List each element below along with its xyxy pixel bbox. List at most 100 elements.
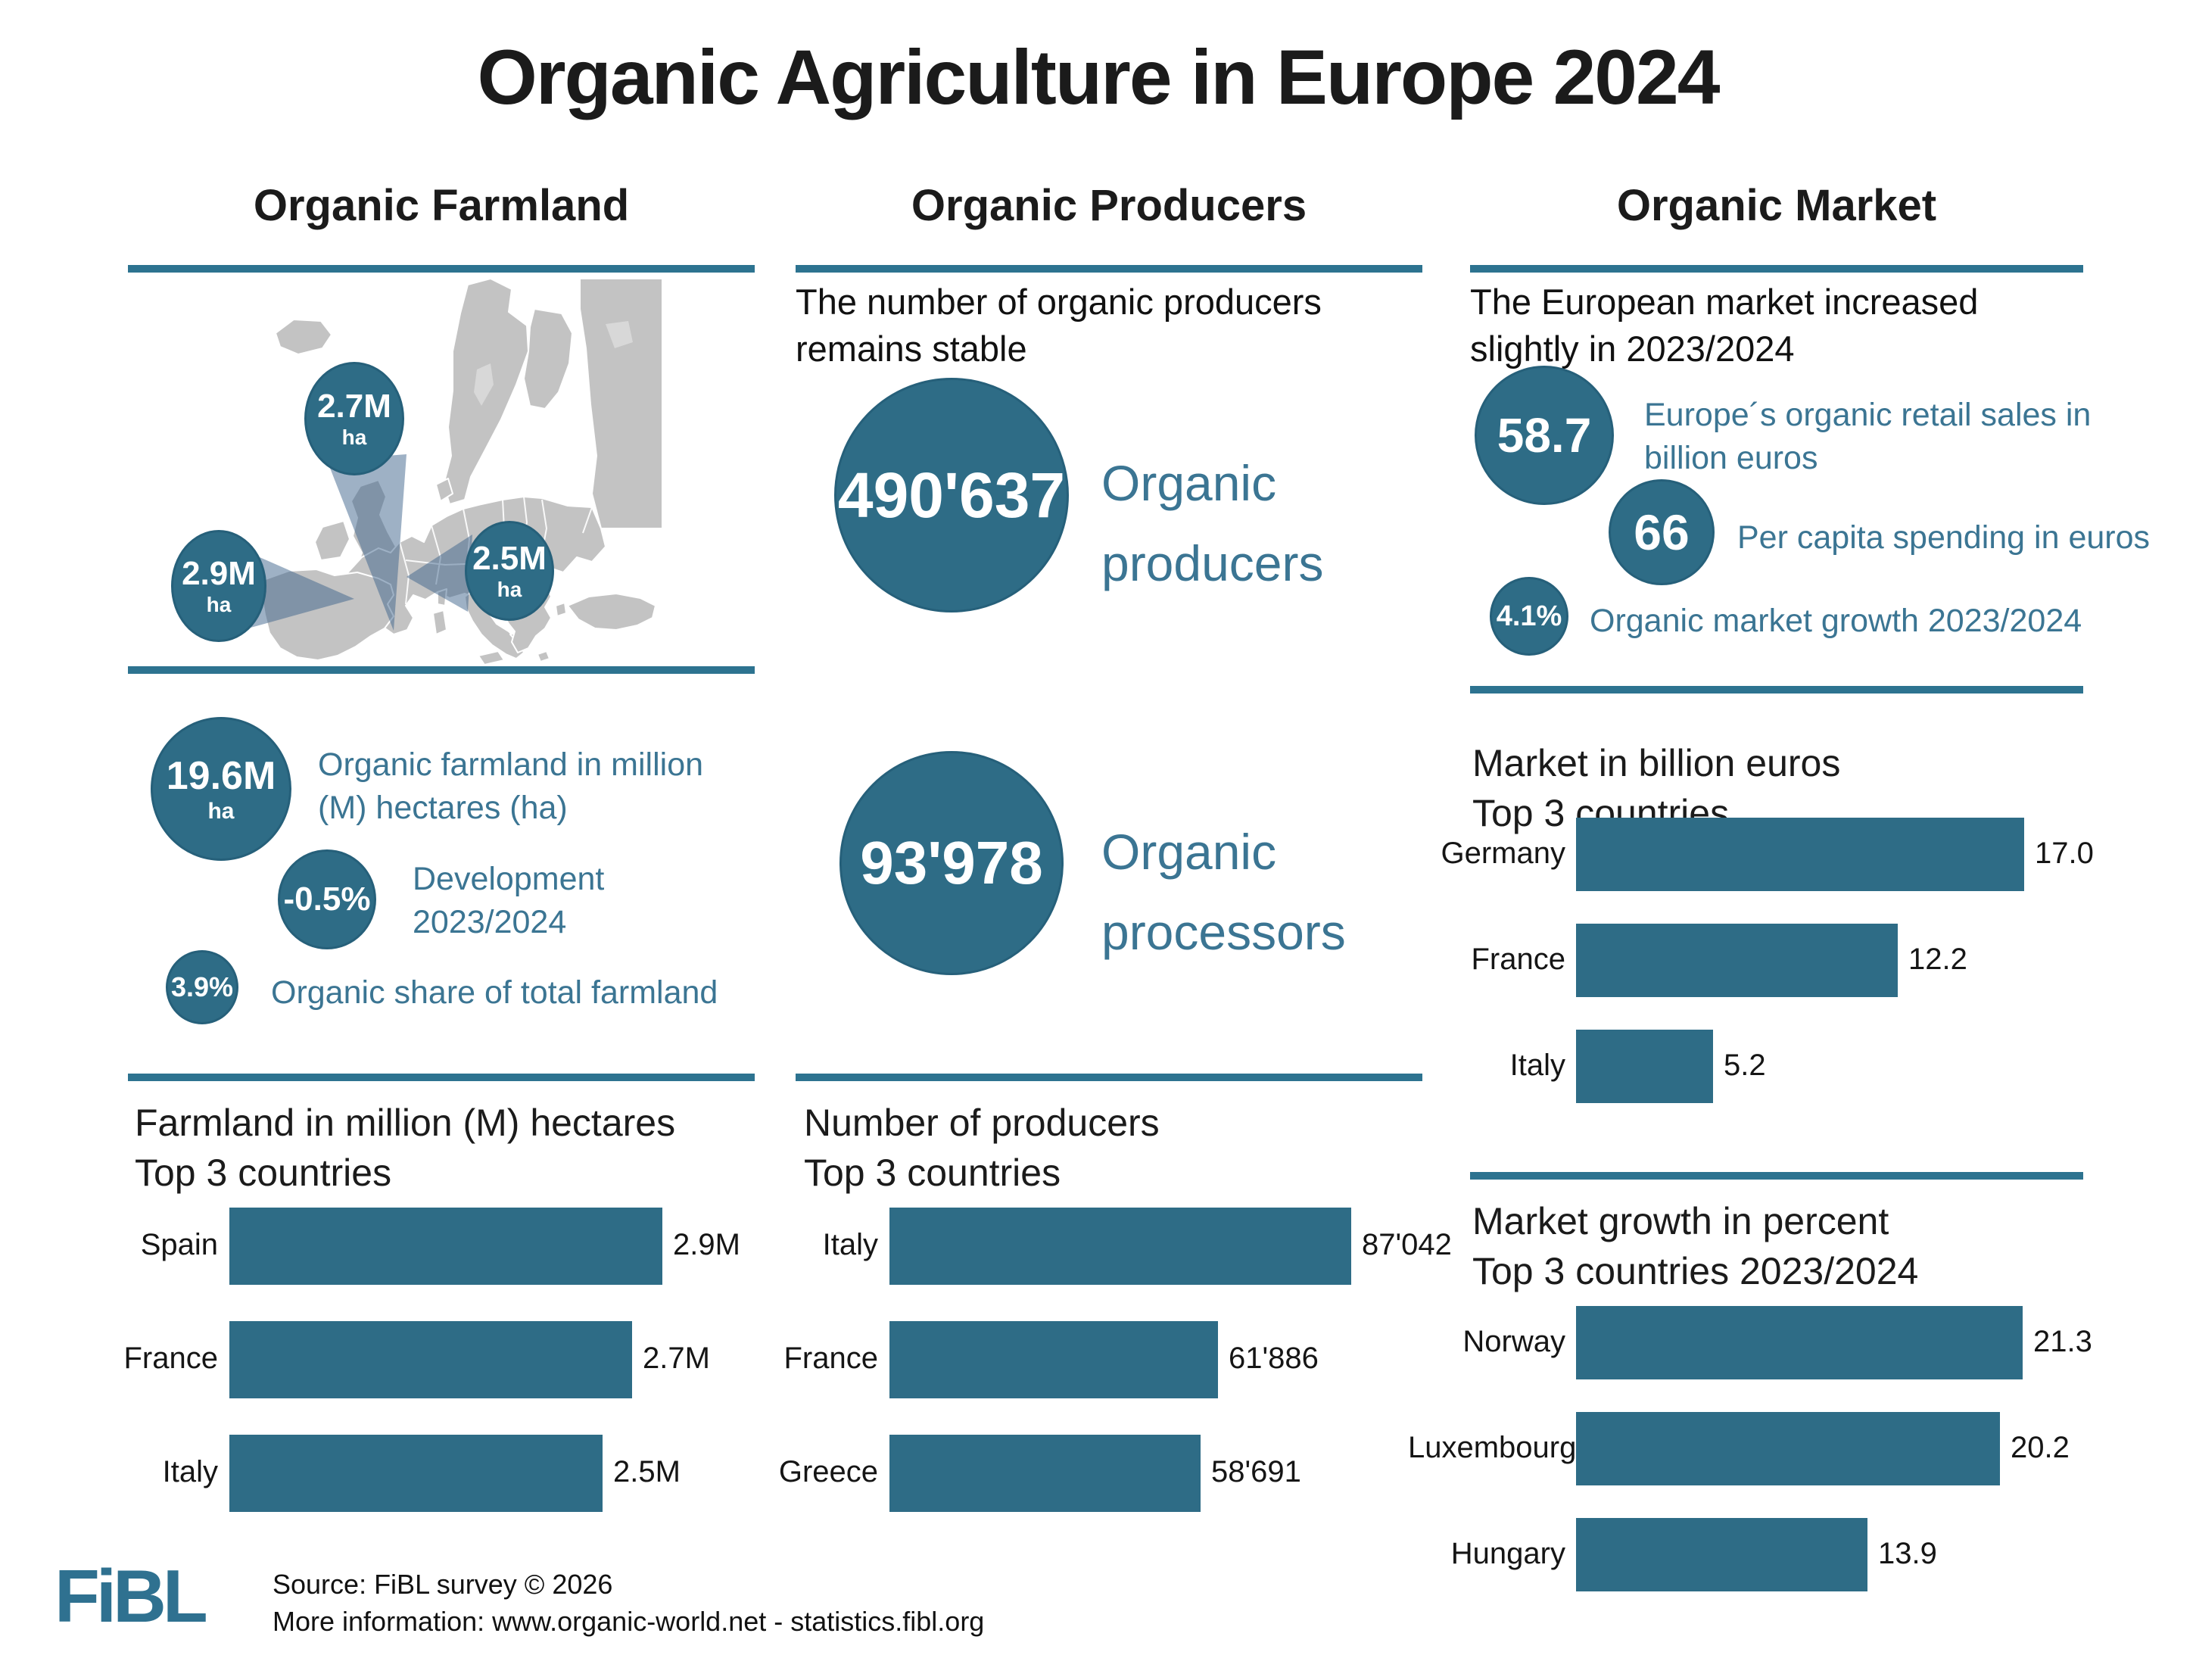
stat-value: 19.6M <box>166 754 276 798</box>
bar-france-producers <box>889 1321 1218 1398</box>
bar-value: 58'691 <box>1211 1455 1301 1488</box>
stat-circle-producers: 490'637 <box>834 378 1069 612</box>
stat-circle-retail-sales: 58.7 <box>1475 366 1614 505</box>
chart-title-producers: Number of producers Top 3 countries <box>804 1098 1455 1198</box>
bar-label: Norway <box>1462 1325 1565 1358</box>
bar-label: France <box>1471 943 1566 976</box>
stat-value: 4.1% <box>1496 600 1562 632</box>
map-russia <box>579 278 663 529</box>
column-header-producers: Organic Producers <box>911 181 1307 230</box>
callout-value: 2.9M <box>182 555 256 592</box>
stat-circle-development: -0.5% <box>278 849 376 949</box>
farmland-chart-rule <box>128 1074 755 1081</box>
map-thrace <box>555 602 567 617</box>
stat-value: 490'637 <box>837 459 1066 531</box>
bar-italy-producers <box>889 1208 1351 1285</box>
bar-label: Germany <box>1441 837 1566 870</box>
callout-unit: ha <box>497 578 522 601</box>
callout-pointer-italy <box>406 535 472 612</box>
bar-label: Italy <box>822 1228 878 1261</box>
bar-label: Luxembourg <box>1408 1431 1577 1464</box>
europe-map <box>229 278 663 665</box>
header-rule-market <box>1470 265 2083 273</box>
chart-title-line1: Market growth in percent <box>1472 1200 1889 1242</box>
stat-value: 3.9% <box>170 971 234 1002</box>
map-crete <box>537 650 550 662</box>
callout-unit: ha <box>341 425 367 449</box>
chart-title-farmland: Farmland in million (M) hectares Top 3 c… <box>135 1098 786 1198</box>
bar-value: 12.2 <box>1908 943 1967 976</box>
producers-chart-rule <box>796 1074 1422 1081</box>
bar-luxembourg-growth <box>1576 1412 2000 1485</box>
chart-title-line1: Farmland in million (M) hectares <box>135 1102 676 1144</box>
map-iceland <box>275 319 332 355</box>
stat-circle-per-capita: 66 <box>1609 479 1715 585</box>
market-chart-rule <box>1470 686 2083 694</box>
stat-circle-market-growth: 4.1% <box>1490 577 1568 656</box>
chart-title-line2: Top 3 countries <box>804 1152 1061 1194</box>
stat-label-processors: Organic processors <box>1101 824 1346 960</box>
stat-value: 58.7 <box>1497 408 1592 463</box>
callout-value: 2.5M <box>472 540 547 577</box>
callout-pointer-france <box>327 454 406 631</box>
bar-label: Spain <box>140 1228 218 1261</box>
stat-label-producers: Organic producers <box>1101 455 1324 591</box>
chart-title-line1: Number of producers <box>804 1102 1160 1144</box>
bar-spain-farmland <box>229 1208 662 1285</box>
stat-value: 93'978 <box>860 829 1043 896</box>
callout-value: 2.7M <box>317 388 391 425</box>
stat-circle-processors: 93'978 <box>839 751 1064 975</box>
map-denmark <box>435 478 453 502</box>
producers-intro: The number of organic producers remains … <box>796 282 1322 369</box>
fibl-logo: FiBL <box>55 1554 208 1638</box>
footer-source: Source: FiBL survey © 2026 More informat… <box>273 1566 1181 1640</box>
chart-title-line2: Top 3 countries <box>135 1152 392 1194</box>
map-light-patch-sweden <box>474 363 494 406</box>
chart-title-line1: Market in billion euros <box>1472 742 1841 784</box>
bar-value: 5.2 <box>1724 1049 1766 1082</box>
column-header-farmland: Organic Farmland <box>253 181 630 230</box>
bar-label: Italy <box>1509 1049 1565 1082</box>
bar-label: Greece <box>778 1455 878 1488</box>
stat-label-development: Development 2023/2024 <box>413 861 605 940</box>
bar-greece-producers <box>889 1435 1201 1512</box>
stat-circle-farmland-total: 19.6M ha <box>151 717 291 861</box>
stat-label-per-capita: Per capita spending in euros <box>1737 519 2151 556</box>
map-callout-italy: 2.5M ha <box>465 521 554 621</box>
bar-value: 61'886 <box>1229 1342 1319 1375</box>
map-turkey <box>567 593 656 631</box>
map-callout-france: 2.7M ha <box>304 362 404 475</box>
bar-label: France <box>123 1342 219 1375</box>
map-light-patch-karelia <box>606 321 633 348</box>
bar-value: 2.5M <box>613 1455 681 1488</box>
bar-value: 13.9 <box>1878 1537 1937 1570</box>
page-title: Organic Agriculture in Europe 2024 <box>477 34 1720 120</box>
market-intro: The European market increased slightly i… <box>1470 282 1979 369</box>
map-sardinia <box>432 609 447 635</box>
map-callout-spain: 2.9M ha <box>171 530 266 642</box>
bar-label: Italy <box>162 1455 218 1488</box>
bar-norway-growth <box>1576 1306 2023 1379</box>
bar-value: 21.3 <box>2033 1325 2092 1358</box>
source-line: Source: FiBL survey © 2026 <box>273 1569 613 1600</box>
stat-value: 66 <box>1634 504 1690 560</box>
market-growth-rule <box>1470 1172 2083 1180</box>
map-finland <box>523 308 573 410</box>
bar-label: Hungary <box>1450 1537 1565 1570</box>
stat-unit: ha <box>207 799 235 824</box>
stat-label-farmland-total: Organic farmland in million (M) hectares… <box>318 746 704 826</box>
bar-italy-farmland <box>229 1435 603 1512</box>
bar-value: 20.2 <box>2011 1431 2070 1464</box>
bar-france-farmland <box>229 1321 632 1398</box>
bar-italy-market <box>1576 1030 1713 1103</box>
bar-value: 2.9M <box>673 1228 740 1261</box>
bar-value: 87'042 <box>1362 1228 1452 1261</box>
header-rule-farmland <box>128 265 755 273</box>
bar-germany-market <box>1576 818 2024 891</box>
map-ireland <box>314 520 350 561</box>
chart-title-line2: Top 3 countries 2023/2024 <box>1472 1250 1919 1292</box>
stat-value: -0.5% <box>283 881 371 918</box>
stat-label-retail-sales: Europe´s organic retail sales in billion… <box>1644 397 2092 476</box>
stat-label-organic-share: Organic share of total farmland <box>271 974 718 1011</box>
